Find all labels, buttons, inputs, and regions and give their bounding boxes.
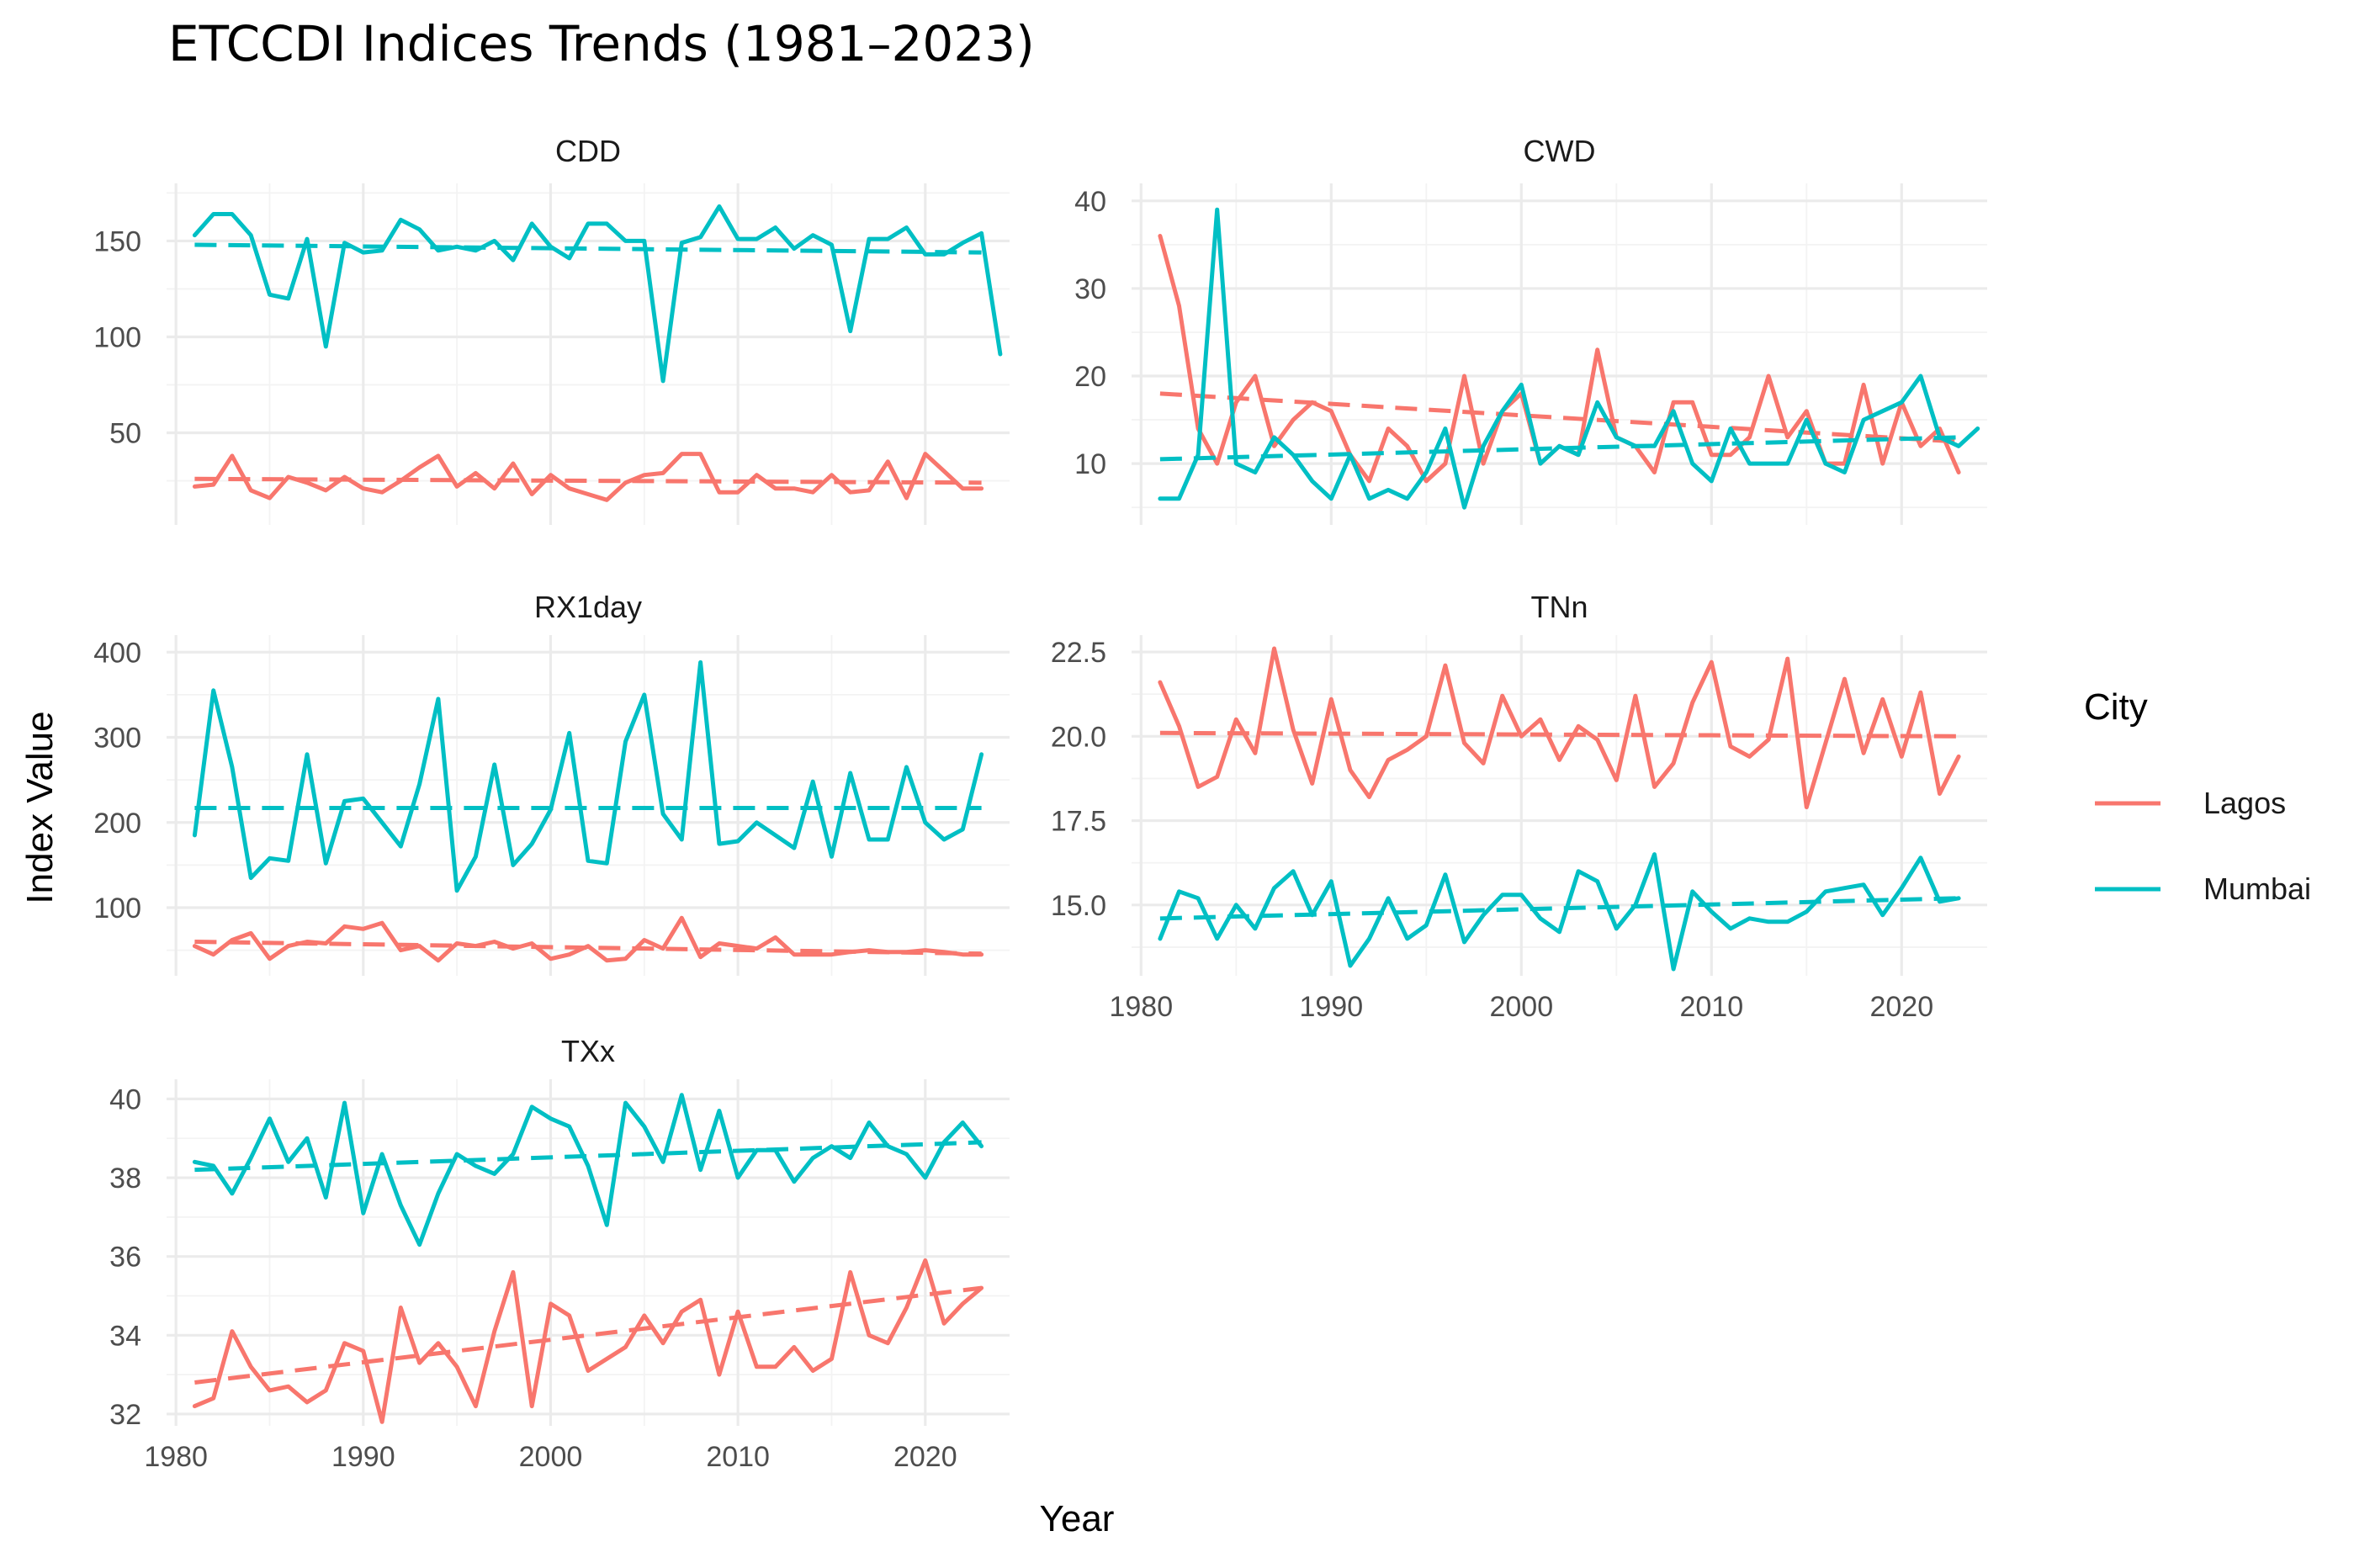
series-line-mumbai (1158, 852, 1961, 972)
panel-cwd: CWD 10 20 30 40 (1074, 134, 1987, 525)
series-line-lagos (192, 452, 984, 502)
y-tick-label: 40 (1074, 186, 1106, 218)
x-tick-label: 2000 (519, 1441, 583, 1473)
series-line-mumbai (192, 660, 984, 893)
legend-label-mumbai: Mumbai (2203, 871, 2311, 906)
legend-label-lagos: Lagos (2203, 786, 2286, 820)
series-line-mumbai (192, 204, 1003, 384)
trend-line-lagos (194, 476, 982, 485)
series-line-lagos (192, 915, 984, 963)
panel-txx: TXx 32 34 36 38 40 1980 1990 2000 2010 2020 (109, 1034, 1010, 1473)
chart-title: ETCCDI Indices Trends (1981–2023) (168, 15, 1035, 72)
y-tick-label: 32 (109, 1399, 141, 1431)
series-line-lagos (192, 1258, 984, 1424)
series-line-mumbai (192, 1093, 984, 1248)
panel-rx1day: RX1day 100 200 300 400 (93, 590, 1010, 976)
x-axis-title: Year (1040, 1498, 1115, 1539)
y-tick-label: 150 (93, 225, 141, 257)
panel-cdd: CDD 50 100 150 (93, 134, 1010, 525)
trend-line-mumbai (1159, 896, 1959, 921)
y-tick-label: 400 (93, 637, 141, 669)
y-tick-label: 20 (1074, 361, 1106, 393)
y-tick-label: 17.5 (1051, 806, 1106, 838)
y-tick-label: 200 (93, 808, 141, 840)
panel-strip-label: CWD (1524, 134, 1596, 168)
x-tick-label: 2020 (1869, 991, 1933, 1023)
trend-line-lagos (194, 940, 982, 956)
x-tick-label: 2010 (1679, 991, 1743, 1023)
panel-tnn: TNn 15.0 17.5 20.0 22.5 1980 1990 2000 2010 2020 (1051, 590, 1987, 1023)
y-tick-label: 15.0 (1051, 890, 1106, 922)
x-tick-label: 1980 (144, 1441, 208, 1473)
series-line-mumbai (1158, 207, 1980, 510)
panel-strip-label: CDD (555, 134, 621, 168)
x-tick-label: 2010 (706, 1441, 770, 1473)
y-tick-label: 10 (1074, 448, 1106, 480)
facet-panels: CDD 50 100 150 CWD 10 20 30 40 RX1day 100 200 300 400… (93, 134, 1987, 1473)
x-tick-label: 1980 (1109, 991, 1173, 1023)
y-tick-label: 38 (109, 1163, 141, 1195)
trend-line-mumbai (194, 242, 982, 255)
x-tick-label: 2020 (893, 1441, 957, 1473)
y-tick-label: 20.0 (1051, 721, 1106, 753)
y-tick-label: 34 (109, 1320, 141, 1352)
y-tick-label: 30 (1074, 273, 1106, 305)
panel-strip-label: TXx (561, 1034, 615, 1068)
series-line-lagos (1158, 646, 1961, 809)
x-tick-label: 1990 (331, 1441, 395, 1473)
trend-line-lagos (194, 1285, 982, 1385)
y-tick-label: 40 (109, 1083, 141, 1115)
y-axis-title: Index Value (19, 711, 61, 903)
panel-strip-label: RX1day (534, 590, 642, 624)
x-tick-label: 2000 (1489, 991, 1553, 1023)
y-tick-label: 100 (93, 321, 141, 353)
y-tick-label: 22.5 (1051, 637, 1106, 669)
legend: City Lagos Mumbai (2084, 686, 2311, 906)
panel-strip-label: TNn (1530, 590, 1588, 624)
trend-line-lagos (1159, 391, 1959, 444)
legend-title: City (2084, 686, 2148, 728)
y-tick-label: 100 (93, 893, 141, 924)
y-tick-label: 36 (109, 1242, 141, 1274)
y-tick-label: 300 (93, 723, 141, 755)
y-tick-label: 50 (109, 418, 141, 450)
x-tick-label: 1990 (1299, 991, 1363, 1023)
trend-line-mumbai (194, 1140, 982, 1173)
